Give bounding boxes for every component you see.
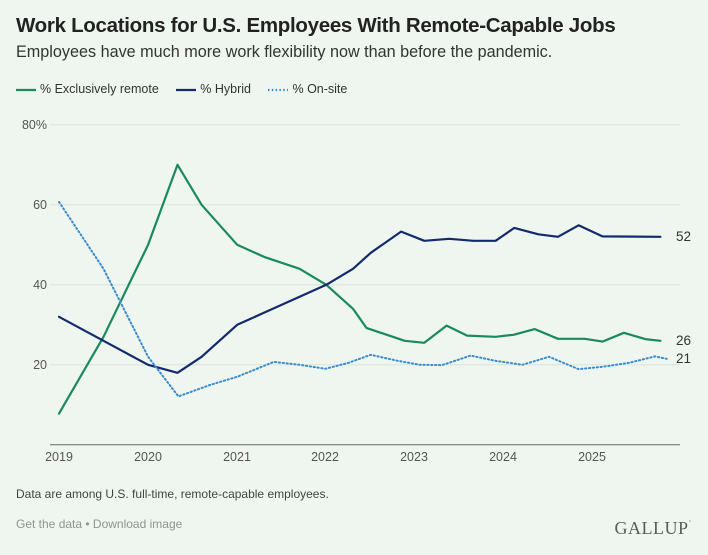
svg-text:2024: 2024: [489, 450, 517, 464]
svg-text:20: 20: [33, 358, 47, 372]
svg-text:52: 52: [676, 229, 691, 244]
svg-text:2023: 2023: [400, 450, 428, 464]
svg-text:2020: 2020: [134, 450, 162, 464]
svg-text:2019: 2019: [45, 450, 73, 464]
svg-text:2022: 2022: [311, 450, 339, 464]
svg-text:60: 60: [33, 198, 47, 212]
svg-text:2025: 2025: [578, 450, 606, 464]
svg-text:80%: 80%: [22, 118, 47, 132]
svg-text:21: 21: [676, 351, 691, 366]
svg-text:40: 40: [33, 278, 47, 292]
svg-text:26: 26: [676, 333, 691, 348]
svg-text:2021: 2021: [223, 450, 251, 464]
